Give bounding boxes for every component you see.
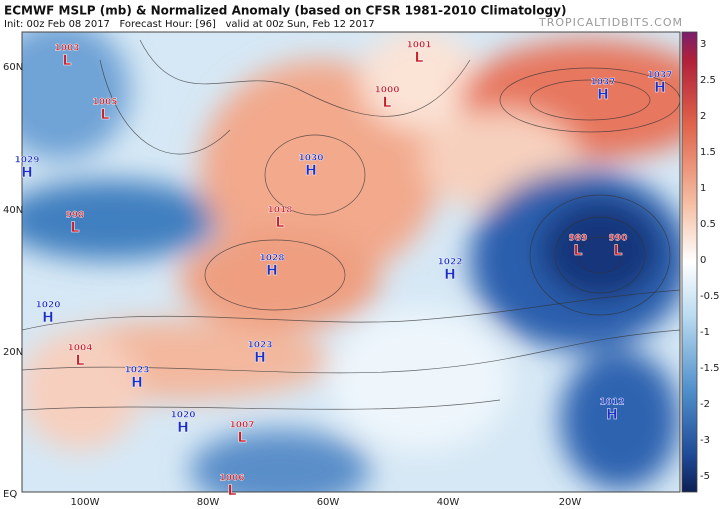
pressure-value: 1030	[298, 154, 323, 164]
pressure-letter: H	[266, 263, 278, 279]
colorbar-label: 1.5	[700, 147, 716, 158]
pressure-value: 1023	[247, 341, 272, 351]
pressure-letter: H	[654, 80, 666, 96]
pressure-letter: L	[614, 243, 623, 259]
longitude-label: 100W	[71, 497, 100, 508]
colorbar-label: -2	[700, 399, 710, 410]
colorbar-label: -1.5	[700, 363, 720, 374]
latitude-label: 40N	[3, 205, 23, 216]
longitude-label: 20W	[559, 497, 582, 508]
pressure-value: 1028	[259, 254, 284, 264]
colorbar-label: -3	[700, 435, 710, 446]
pressure-letter: L	[63, 53, 72, 69]
pressure-value: 1020	[35, 301, 60, 311]
pressure-letter: L	[383, 95, 392, 111]
colorbar-label: 1	[700, 183, 706, 194]
pressure-value: 1037	[647, 71, 672, 81]
latitude-label: 20N	[3, 347, 23, 358]
pressure-letter: L	[238, 430, 247, 446]
pressure-letter: H	[21, 165, 33, 181]
colorbar-label: 2.5	[700, 75, 716, 86]
pressure-value: 990	[609, 234, 628, 244]
pressure-letter: H	[177, 420, 189, 436]
pressure-letter: H	[305, 163, 317, 179]
pressure-value: 1020	[170, 411, 195, 421]
subtitle: Init: 00z Feb 08 2017 Forecast Hour: [96…	[4, 19, 375, 30]
pressure-letter: L	[574, 243, 583, 259]
pressure-value: 1029	[14, 156, 39, 166]
pressure-letter: L	[76, 353, 85, 369]
pressure-value: 1023	[124, 366, 149, 376]
pressure-letter: L	[71, 220, 80, 236]
map-frame	[21, 31, 681, 493]
colorbar	[681, 31, 698, 493]
pressure-value: 1000	[374, 86, 399, 96]
pressure-value: 1006	[219, 474, 244, 484]
map-field	[22, 32, 680, 492]
pressure-letter: H	[444, 267, 456, 283]
pressure-value: 1005	[92, 98, 117, 108]
labels: 1003L1005L1029H998L1030H1018L1028H1022H1…	[14, 40, 672, 499]
watermark: TROPICALTIDBITS.COM	[538, 16, 683, 29]
pressure-value: 1007	[229, 421, 254, 431]
pressure-letter: L	[101, 107, 110, 123]
pressure-value: 1004	[67, 344, 92, 354]
pressure-value: 1003	[54, 44, 79, 54]
pressure-value: 1037	[590, 78, 615, 88]
pressure-letter: H	[254, 350, 266, 366]
pressure-value: 1012	[599, 398, 624, 408]
colorbar-label: -5	[700, 471, 710, 482]
pressure-letter: L	[228, 483, 237, 499]
longitude-label: 60W	[317, 497, 340, 508]
colorbar-label: -1	[700, 327, 710, 338]
pressure-letter: L	[276, 215, 285, 231]
pressure-value: 1001	[406, 41, 431, 51]
longitude-label: 40W	[437, 497, 460, 508]
pressure-value: 1022	[437, 258, 462, 268]
pressure-letter: H	[606, 407, 618, 423]
latitude-label: EQ	[3, 489, 17, 500]
pressure-letter: H	[131, 375, 143, 391]
latitude-label: 60N	[3, 62, 23, 73]
longitude-label: 80W	[197, 497, 220, 508]
colorbar-label: 0.5	[700, 219, 716, 230]
colorbar-label: 3	[700, 39, 706, 50]
colorbar-label: 0	[700, 255, 706, 266]
pressure-letter: H	[597, 87, 609, 103]
pressure-value: 998	[66, 211, 85, 221]
pressure-letter: L	[415, 50, 424, 66]
pressure-value: 989	[569, 234, 588, 244]
pressure-value: 1018	[267, 206, 292, 216]
colorbar-label: 2	[700, 111, 706, 122]
title: ECMWF MSLP (mb) & Normalized Anomaly (ba…	[4, 4, 566, 18]
colorbar-label: -0.5	[700, 291, 720, 302]
pressure-letter: H	[42, 310, 54, 326]
